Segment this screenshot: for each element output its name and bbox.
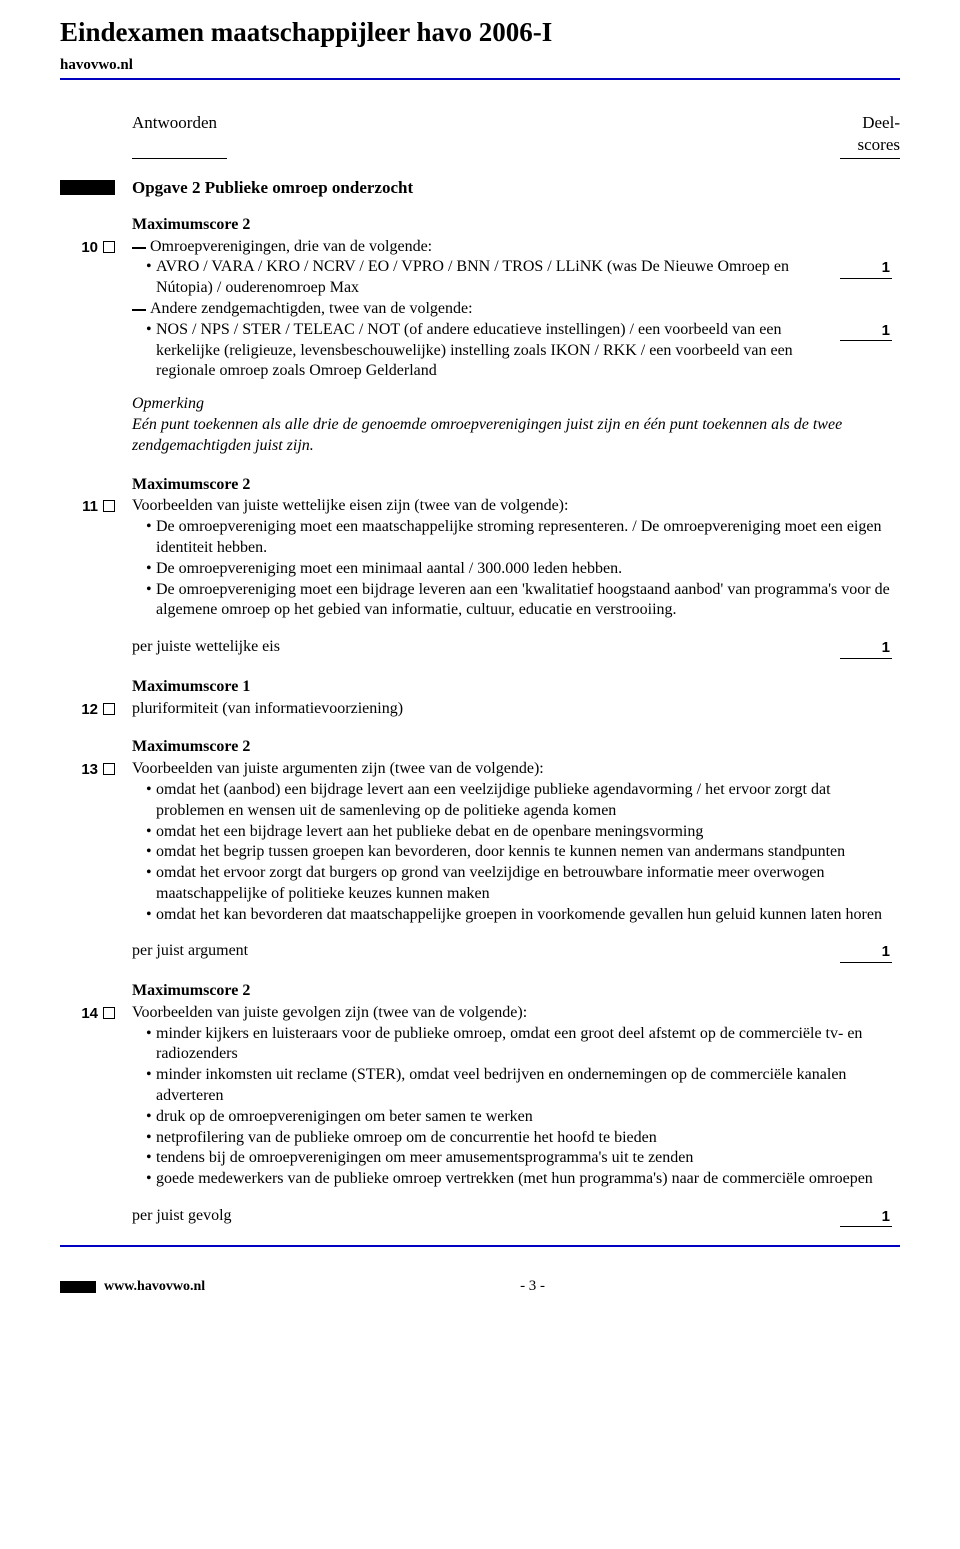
q14-b1: minder kijkers en luisteraars voor de pu…	[156, 1024, 892, 1066]
header-underlines	[60, 158, 900, 159]
q14-max: Maximumscore 2	[60, 981, 900, 1002]
q12-num: 12	[60, 699, 98, 720]
q10-b1: AVRO / VARA / KRO / NCRV / EO / VPRO / B…	[156, 257, 836, 299]
q11-intro: Voorbeelden van juiste wettelijke eisen …	[132, 496, 892, 517]
section-title: Opgave 2 Publieke omroep onderzocht	[132, 177, 413, 199]
bullet-icon: •	[146, 517, 156, 538]
remark-text: Eén punt toekennen als alle drie de geno…	[132, 416, 842, 454]
header-left: Antwoorden	[132, 112, 217, 156]
q14-box-icon	[103, 1007, 115, 1019]
bullet-icon: •	[146, 780, 156, 801]
q10-remark: Opmerking Eén punt toekennen als alle dr…	[60, 394, 900, 456]
q11-b1: De omroepvereniging moet een maatschappe…	[156, 517, 892, 559]
q11-per: per juiste wettelijke eis	[132, 637, 836, 659]
section-row: Opgave 2 Publieke omroep onderzocht	[60, 177, 900, 199]
q13-b5: omdat het kan bevorderen dat maatschappe…	[156, 905, 892, 926]
q10-b2: NOS / NPS / STER / TELEAC / NOT (of ande…	[156, 320, 836, 382]
bullet-icon: •	[146, 1065, 156, 1086]
header-right: Deel- scores	[858, 112, 900, 156]
q14-num: 14	[60, 1003, 98, 1024]
bullet-icon: •	[146, 1148, 156, 1169]
q14-b4: netprofilering van de publieke omroep om…	[156, 1128, 892, 1149]
question-13: Maximumscore 2 13 Voorbeelden van juiste…	[60, 737, 900, 963]
question-10: Maximumscore 2 10 Omroepverenigingen, dr…	[60, 215, 900, 457]
q13-max: Maximumscore 2	[60, 737, 900, 758]
q10-num: 10	[60, 237, 98, 258]
bullet-icon: •	[146, 863, 156, 884]
footer-marker	[60, 1281, 96, 1293]
q11-per-score: 1	[840, 638, 892, 659]
q11-box-icon	[103, 500, 115, 512]
q10-dash2: Andere zendgemachtigden, twee van de vol…	[150, 299, 892, 320]
bullet-icon: •	[146, 905, 156, 926]
q13-box-icon	[103, 763, 115, 775]
q13-b4: omdat het ervoor zorgt dat burgers op gr…	[156, 863, 892, 905]
q14-b3: druk op de omroepverenigingen om beter s…	[156, 1107, 892, 1128]
q12-max: Maximumscore 1	[60, 677, 900, 698]
q10-max: Maximumscore 2	[60, 215, 900, 236]
header-row: Antwoorden Deel- scores	[60, 112, 900, 156]
q10-box-icon	[103, 241, 115, 253]
bullet-icon: •	[146, 257, 156, 278]
question-12: Maximumscore 1 12 pluriformiteit (van in…	[60, 677, 900, 720]
bullet-icon: •	[146, 1128, 156, 1149]
q13-num: 13	[60, 759, 98, 780]
doc-source: havovwo.nl	[60, 56, 900, 76]
q11-b3: De omroepvereniging moet een bijdrage le…	[156, 580, 892, 622]
q14-per-score: 1	[840, 1207, 892, 1228]
q10-score2: 1	[840, 321, 892, 342]
bullet-icon: •	[146, 1024, 156, 1045]
q11-b2: De omroepvereniging moet een minimaal aa…	[156, 559, 892, 580]
q11-num: 11	[60, 496, 98, 517]
q14-per: per juist gevolg	[132, 1206, 836, 1228]
hr-bottom	[60, 1245, 900, 1247]
hr-top	[60, 78, 900, 80]
bullet-icon: •	[146, 1169, 156, 1190]
q13-per-score: 1	[840, 942, 892, 963]
footer: www.havovwo.nl - 3 -	[60, 1277, 900, 1297]
doc-title: Eindexamen maatschappijleer havo 2006-I	[60, 15, 900, 50]
q10-dash1: Omroepverenigingen, drie van de volgende…	[150, 237, 892, 258]
q14-b2: minder inkomsten uit reclame (STER), omd…	[156, 1065, 892, 1107]
q12-box-icon	[103, 703, 115, 715]
q12-text: pluriformiteit (van informatievoorzienin…	[132, 699, 900, 720]
page-number: - 3 -	[205, 1277, 900, 1297]
footer-text: www.havovwo.nl	[104, 1278, 205, 1296]
bullet-icon: •	[146, 842, 156, 863]
q13-per: per juist argument	[132, 941, 836, 963]
dash-icon	[132, 247, 146, 249]
remark-title: Opmerking	[132, 395, 204, 412]
q10-score1: 1	[840, 258, 892, 279]
q14-intro: Voorbeelden van juiste gevolgen zijn (tw…	[132, 1003, 892, 1024]
bullet-icon: •	[146, 1107, 156, 1128]
header-right-2: scores	[858, 135, 900, 154]
q13-b2: omdat het een bijdrage levert aan het pu…	[156, 822, 892, 843]
bullet-icon: •	[146, 822, 156, 843]
q11-max: Maximumscore 2	[60, 475, 900, 496]
dash-icon	[132, 309, 146, 311]
bullet-icon: •	[146, 559, 156, 580]
q13-intro: Voorbeelden van juiste argumenten zijn (…	[132, 759, 892, 780]
q14-b6: goede medewerkers van de publieke omroep…	[156, 1169, 892, 1190]
q13-b1: omdat het (aanbod) een bijdrage levert a…	[156, 780, 892, 822]
question-11: Maximumscore 2 11 Voorbeelden van juiste…	[60, 475, 900, 659]
header-right-1: Deel-	[862, 113, 900, 132]
section-marker	[60, 180, 115, 195]
bullet-icon: •	[146, 580, 156, 601]
bullet-icon: •	[146, 320, 156, 341]
question-14: Maximumscore 2 14 Voorbeelden van juiste…	[60, 981, 900, 1227]
q14-b5: tendens bij de omroepverenigingen om mee…	[156, 1148, 892, 1169]
q13-b3: omdat het begrip tussen groepen kan bevo…	[156, 842, 892, 863]
